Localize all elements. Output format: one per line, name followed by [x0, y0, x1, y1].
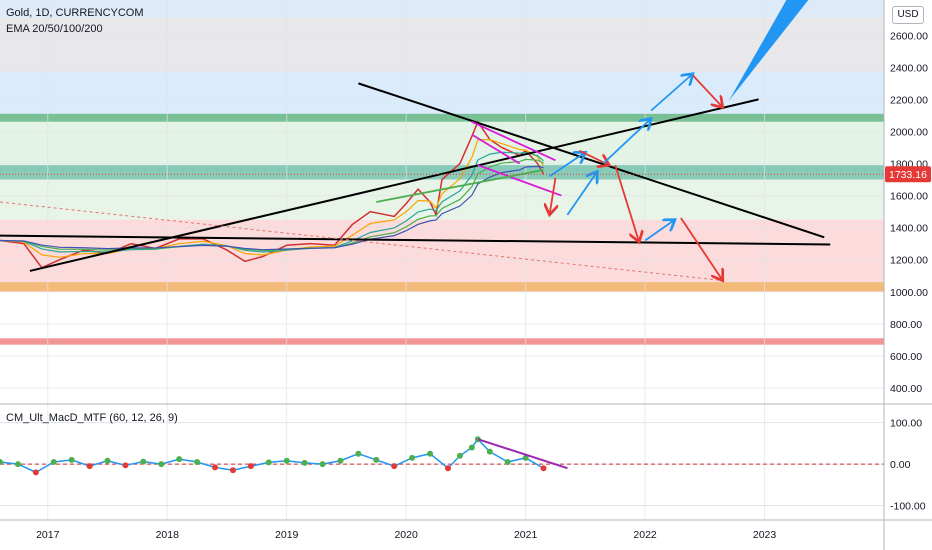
arrow-7 [692, 74, 723, 107]
y-tick-label-10: 600.00 [890, 351, 922, 363]
arrow-1 [550, 177, 556, 215]
macd-point-23 [409, 454, 416, 461]
macd-point-17 [301, 459, 308, 466]
macd-tick-label-1: 0.00 [890, 459, 911, 471]
zone-4 [0, 121, 884, 172]
zone-0 [0, 0, 884, 18]
macd-point-14 [247, 463, 254, 470]
macd-point-8 [140, 458, 147, 465]
macd-point-15 [265, 459, 272, 466]
zone-6 [0, 179, 884, 220]
zone-5 [0, 165, 884, 180]
zone-9 [0, 338, 884, 345]
trendlines [0, 82, 831, 282]
y-tick-label-11: 400.00 [890, 383, 922, 395]
arrow-4 [602, 119, 651, 165]
main-gridlines [0, 0, 884, 520]
ema-line-0 [0, 138, 545, 258]
macd-point-20 [355, 450, 362, 457]
arrow-0 [549, 152, 586, 178]
macd-point-24 [427, 450, 434, 457]
y-tick-label-3: 2000.00 [890, 126, 928, 138]
macd-point-2 [32, 469, 39, 476]
price-zones [0, 0, 884, 345]
y-tick-label-9: 800.00 [890, 319, 922, 331]
zone-3 [0, 113, 884, 122]
macd-point-7 [122, 462, 129, 469]
macd-point-12 [212, 464, 219, 471]
macd-series [0, 436, 568, 476]
x-tick-label-6: 2023 [753, 529, 777, 541]
y-tick-label-6: 1400.00 [890, 223, 928, 235]
macd-point-9 [158, 461, 165, 468]
macd-point-1 [14, 461, 21, 468]
macd-point-5 [86, 463, 93, 470]
projection-arrows [550, 0, 809, 281]
arrow-2 [566, 172, 597, 216]
y-tick-label-0: 2600.00 [890, 30, 928, 42]
macd-point-31 [522, 454, 529, 461]
zone-2 [0, 72, 884, 116]
macd-point-10 [176, 456, 183, 463]
y-tick-label-5: 1600.00 [890, 191, 928, 203]
macd-point-29 [486, 448, 493, 455]
macd-point-0 [0, 459, 3, 465]
x-tick-label-3: 2020 [394, 529, 418, 541]
trendline-6 [477, 164, 562, 197]
y-tick-label-1: 2400.00 [890, 62, 928, 74]
x-tick-label-0: 2017 [36, 529, 60, 541]
macd-point-4 [68, 456, 75, 463]
macd-point-13 [229, 467, 236, 474]
macd-point-16 [283, 457, 290, 464]
macd-point-22 [391, 463, 398, 470]
macd-tick-label-2: -100.00 [890, 501, 926, 513]
macd-point-32 [540, 465, 547, 472]
trendline-7 [376, 169, 544, 203]
macd-point-26 [456, 452, 463, 459]
trendline-2 [358, 82, 825, 239]
trendline-0 [29, 98, 759, 272]
arrow-5 [614, 164, 639, 242]
y-tick-label-8: 1000.00 [890, 287, 928, 299]
arrow-6 [650, 74, 693, 112]
arrow-9 [680, 217, 723, 281]
macd-trendline [477, 438, 568, 470]
trendline-5 [471, 121, 556, 162]
macd-point-30 [504, 459, 511, 465]
x-tick-label-2: 2019 [275, 529, 299, 541]
ema-line-3 [0, 165, 544, 251]
zone-7 [0, 219, 884, 283]
ema-line-2 [0, 158, 544, 252]
zone-1 [0, 17, 884, 73]
symbol-legend[interactable]: Gold, 1D, CURRENCYCOM [6, 7, 144, 19]
macd-point-3 [50, 459, 57, 465]
macd-tick-label-0: 100.00 [890, 418, 922, 430]
macd-point-11 [194, 459, 201, 465]
x-tick-label-5: 2022 [633, 529, 657, 541]
y-tick-label-7: 1200.00 [890, 255, 928, 267]
trendline-4 [471, 133, 521, 165]
macd-legend[interactable]: CM_Ult_MacD_MTF (60, 12, 26, 9) [6, 412, 178, 424]
trendline-3 [0, 201, 723, 282]
macd-point-18 [319, 461, 326, 468]
last-price-tag: 1733.16 [889, 169, 927, 181]
zone-8 [0, 282, 884, 292]
arrow-8 [644, 220, 675, 242]
x-tick-label-4: 2021 [514, 529, 538, 541]
macd-point-6 [104, 457, 111, 464]
x-tick-label-1: 2018 [156, 529, 180, 541]
big-arrow [728, 0, 809, 101]
trendline-1 [0, 234, 831, 246]
macd-point-19 [337, 457, 344, 464]
ema-legend[interactable]: EMA 20/50/100/200 [6, 23, 103, 35]
last-price-tag-bg [885, 166, 931, 183]
currency-selector[interactable]: USD [892, 6, 924, 24]
macd-point-25 [444, 465, 451, 472]
macd-point-21 [373, 456, 380, 463]
y-tick-label-2: 2200.00 [890, 94, 928, 106]
macd-point-27 [468, 444, 475, 451]
